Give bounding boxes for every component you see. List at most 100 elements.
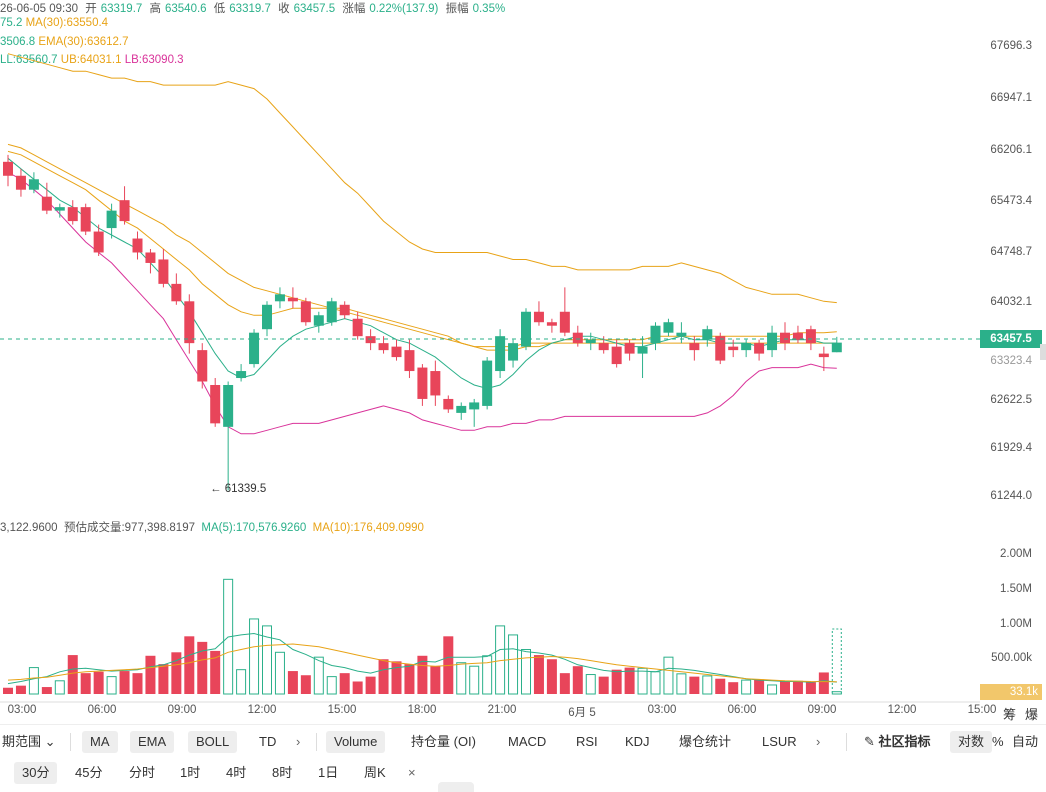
interval-week[interactable]: 周K bbox=[364, 765, 386, 780]
volume-bar bbox=[818, 672, 829, 694]
candle-body bbox=[41, 196, 52, 211]
indicator-ema[interactable]: EMA bbox=[130, 731, 175, 753]
volume-estimate-bar bbox=[831, 628, 842, 695]
edit-icon: ✎ bbox=[864, 734, 875, 749]
volume-bar bbox=[456, 662, 467, 695]
volume-bar bbox=[572, 666, 583, 694]
price-axis-label: 67696.3 bbox=[990, 40, 1032, 52]
volume-bar bbox=[805, 682, 816, 694]
header-low: 63319.7 bbox=[229, 3, 271, 15]
candle-body bbox=[15, 175, 26, 190]
time-axis-label: 09:00 bbox=[167, 704, 197, 716]
candle-body bbox=[598, 343, 609, 351]
candle-body bbox=[663, 322, 674, 333]
candle-body bbox=[728, 346, 739, 351]
candle-body bbox=[326, 301, 337, 323]
side-handle[interactable] bbox=[1040, 344, 1046, 360]
candle-body bbox=[158, 259, 169, 284]
indicator-volume[interactable]: Volume bbox=[326, 731, 386, 753]
interval-timeshare[interactable]: 分时 bbox=[129, 765, 156, 780]
candle-body bbox=[650, 325, 661, 344]
candle-body bbox=[145, 252, 156, 263]
liquidation-icon[interactable]: 爆 bbox=[1025, 707, 1039, 722]
volume-bar bbox=[262, 625, 272, 695]
interval-4h[interactable]: 4时 bbox=[226, 765, 247, 780]
volume-bar bbox=[145, 655, 156, 694]
header-datetime: 26-06-05 09:30 bbox=[0, 3, 79, 15]
candle-body bbox=[741, 343, 752, 351]
candle-body bbox=[469, 402, 480, 410]
volume-bar bbox=[300, 675, 311, 694]
header-amplitude: 0.35% bbox=[472, 3, 506, 15]
candle-body bbox=[676, 332, 687, 337]
community-indicators-button[interactable]: ✎ 社区指标 bbox=[864, 734, 931, 749]
volume-bar bbox=[365, 676, 376, 694]
candle-body bbox=[508, 343, 519, 361]
indicator-oi[interactable]: 持仓量 (OI) bbox=[411, 734, 476, 749]
volume-bar bbox=[430, 666, 441, 694]
close-icon[interactable]: × bbox=[408, 765, 416, 780]
volume-tag: 33.1k bbox=[980, 684, 1042, 700]
auto-toggle[interactable]: 自动 bbox=[1012, 734, 1039, 749]
volume-bar bbox=[715, 678, 726, 694]
volume-bar bbox=[521, 649, 531, 695]
volume-bar bbox=[533, 655, 544, 694]
volume-bar bbox=[831, 691, 842, 695]
header-open: 63319.7 bbox=[100, 3, 143, 15]
time-axis-label: 06:00 bbox=[87, 704, 117, 716]
volume-bar bbox=[792, 680, 803, 694]
percent-toggle[interactable]: % bbox=[992, 734, 1004, 749]
indicator-ma[interactable]: MA bbox=[82, 731, 118, 753]
indicator-liquidation[interactable]: 爆仓统计 bbox=[679, 734, 732, 749]
volume-bar bbox=[378, 659, 389, 694]
log-scale-toggle[interactable]: 对数 bbox=[950, 731, 993, 753]
candle-body bbox=[572, 332, 583, 344]
candle-body bbox=[521, 311, 531, 347]
volume-bar bbox=[93, 671, 104, 694]
volume-bar bbox=[15, 685, 26, 694]
volume-bar bbox=[508, 634, 519, 695]
panel-grip-handle[interactable] bbox=[438, 782, 474, 792]
indicator-kdj[interactable]: KDJ bbox=[625, 734, 650, 749]
volume-bar bbox=[546, 659, 557, 694]
volume-bar bbox=[624, 667, 635, 694]
candle-body bbox=[456, 405, 467, 413]
candle-body bbox=[585, 339, 596, 344]
interval-8h[interactable]: 8时 bbox=[272, 765, 293, 780]
interval-45m[interactable]: 45分 bbox=[75, 765, 103, 780]
indicator-boll[interactable]: BOLL bbox=[188, 731, 238, 753]
candle-body bbox=[106, 210, 117, 229]
candle-body bbox=[93, 231, 104, 253]
candle-body bbox=[223, 384, 234, 427]
volume-bar bbox=[598, 676, 609, 694]
chevron-right-icon[interactable]: › bbox=[816, 734, 821, 749]
interval-1d[interactable]: 1日 bbox=[318, 765, 339, 780]
candle-body bbox=[624, 343, 635, 354]
candle-body bbox=[210, 384, 221, 424]
price-chart[interactable] bbox=[0, 0, 1046, 720]
ma-slow-line bbox=[7, 150, 837, 351]
interval-30m[interactable]: 30分 bbox=[14, 762, 58, 784]
candle-body bbox=[689, 343, 700, 351]
time-axis-label: 09:00 bbox=[807, 704, 837, 716]
interval-1h[interactable]: 1时 bbox=[180, 765, 201, 780]
price-axis-label: 64032.1 bbox=[990, 295, 1032, 308]
chips-icon[interactable]: 筹 bbox=[1003, 707, 1017, 722]
candle-body bbox=[132, 238, 143, 253]
last-price-tag: 63457.5 bbox=[980, 330, 1042, 348]
range-selector[interactable]: 期范围 ⌄ bbox=[2, 734, 56, 749]
price-axis-label: 61929.4 bbox=[990, 442, 1032, 455]
volume-axis-label: 1.00M bbox=[1000, 617, 1032, 630]
indicator-rsi[interactable]: RSI bbox=[576, 734, 598, 749]
indicator-lsur[interactable]: LSUR bbox=[762, 734, 797, 749]
chevron-right-icon[interactable]: › bbox=[296, 734, 301, 749]
indicator-td[interactable]: TD bbox=[259, 734, 277, 749]
candle-body bbox=[54, 207, 65, 211]
ema-indicator-line: 3506.8 EMA(30):63612.7 bbox=[0, 36, 129, 48]
volume-bar bbox=[352, 681, 363, 694]
volume-bar bbox=[3, 687, 13, 694]
volume-axis-label: 1.50M bbox=[1000, 582, 1032, 595]
indicator-macd[interactable]: MACD bbox=[508, 734, 547, 749]
chevron-down-icon: ⌄ bbox=[44, 734, 56, 749]
price-axis-label: 61244.0 bbox=[990, 490, 1032, 502]
